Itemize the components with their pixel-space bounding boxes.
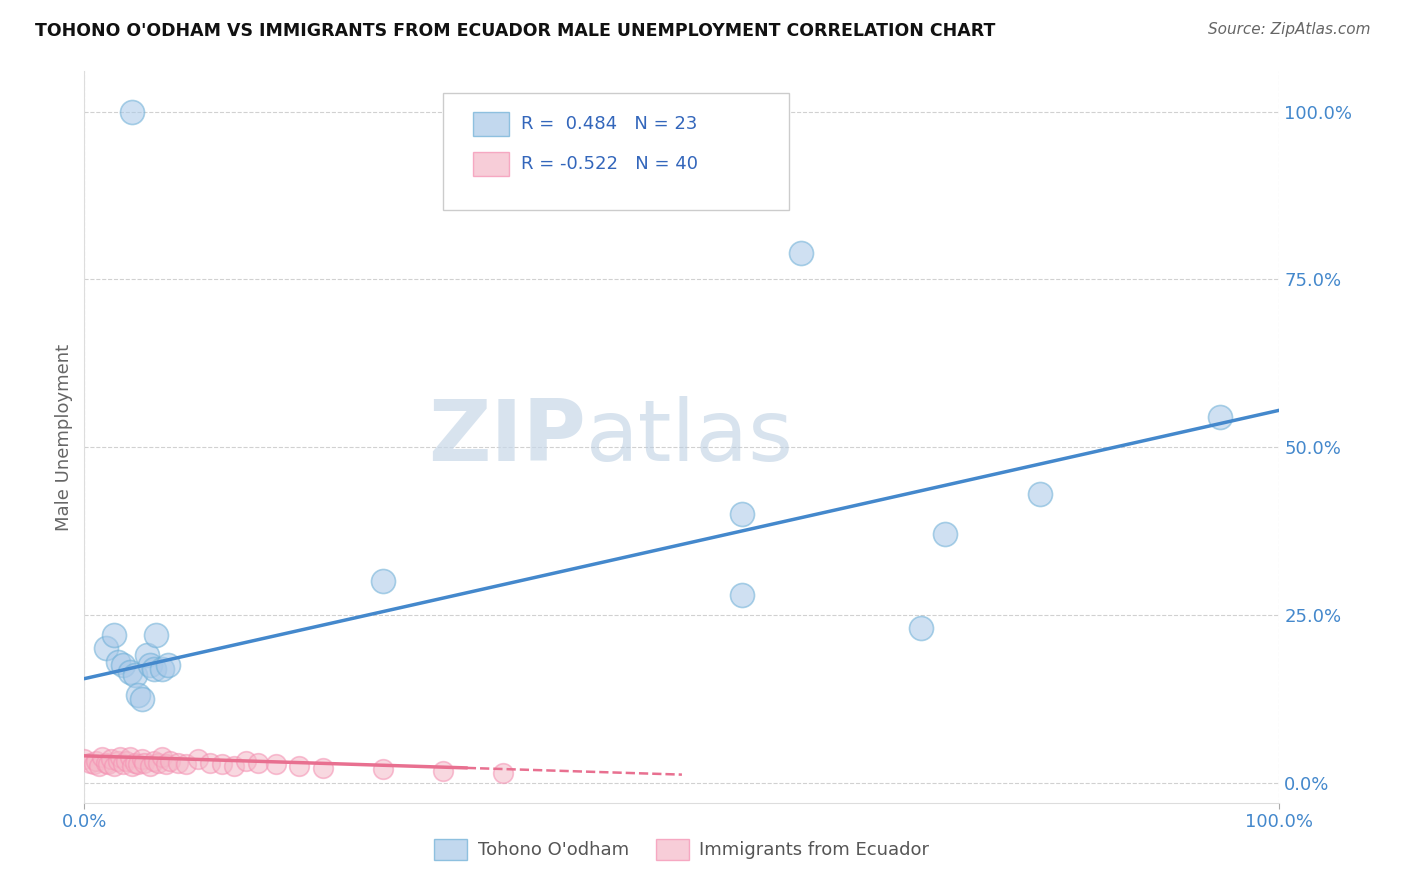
Point xyxy=(131,752,153,766)
Legend: Tohono O'odham, Immigrants from Ecuador: Tohono O'odham, Immigrants from Ecuador xyxy=(427,831,936,867)
Text: R = -0.522   N = 40: R = -0.522 N = 40 xyxy=(520,155,697,173)
Point xyxy=(73,752,96,766)
Point xyxy=(1209,409,1232,424)
Point xyxy=(97,756,120,771)
Point xyxy=(148,756,170,770)
Text: ZIP: ZIP xyxy=(429,395,586,479)
Point xyxy=(155,756,177,771)
Point xyxy=(150,750,173,764)
Text: TOHONO O'ODHAM VS IMMIGRANTS FROM ECUADOR MALE UNEMPLOYMENT CORRELATION CHART: TOHONO O'ODHAM VS IMMIGRANTS FROM ECUADO… xyxy=(35,22,995,40)
Point xyxy=(103,759,125,773)
Point xyxy=(111,756,134,771)
Point xyxy=(127,756,149,771)
Point xyxy=(157,658,180,673)
Point xyxy=(94,756,117,770)
Point xyxy=(790,245,813,260)
Point xyxy=(492,765,515,780)
Point xyxy=(103,628,125,642)
Point xyxy=(110,750,132,764)
Point xyxy=(124,668,146,682)
Point xyxy=(139,759,162,773)
Point xyxy=(87,759,110,773)
Point xyxy=(432,764,454,778)
FancyBboxPatch shape xyxy=(472,152,509,176)
Point xyxy=(86,754,108,768)
Point xyxy=(174,756,197,771)
Point xyxy=(124,756,146,770)
Point xyxy=(121,104,143,119)
Point xyxy=(187,752,209,766)
Point xyxy=(145,628,167,642)
Point xyxy=(107,754,129,768)
Point xyxy=(131,691,153,706)
Point xyxy=(142,754,165,768)
Point xyxy=(118,665,141,679)
Point xyxy=(94,641,117,656)
Point xyxy=(910,621,932,635)
Point xyxy=(222,759,245,773)
Point xyxy=(373,762,395,776)
Point xyxy=(198,756,221,770)
Point xyxy=(132,756,156,770)
Point xyxy=(127,689,149,703)
Point xyxy=(139,658,162,673)
Text: R =  0.484   N = 23: R = 0.484 N = 23 xyxy=(520,115,697,133)
Text: atlas: atlas xyxy=(586,395,794,479)
Point xyxy=(211,756,233,771)
Point xyxy=(731,508,754,522)
Y-axis label: Male Unemployment: Male Unemployment xyxy=(55,343,73,531)
Point xyxy=(264,756,287,771)
Point xyxy=(83,756,105,771)
Point xyxy=(934,527,956,541)
Point xyxy=(142,662,165,676)
Point xyxy=(235,754,257,768)
Point xyxy=(1029,487,1052,501)
Point xyxy=(246,756,269,770)
Point xyxy=(312,761,335,775)
Point xyxy=(166,756,188,770)
Point xyxy=(135,648,157,662)
Point xyxy=(115,754,138,768)
Point xyxy=(100,752,122,766)
Point xyxy=(107,655,129,669)
Point xyxy=(79,756,101,770)
Point xyxy=(150,662,173,676)
Point xyxy=(91,750,114,764)
Text: Source: ZipAtlas.com: Source: ZipAtlas.com xyxy=(1208,22,1371,37)
FancyBboxPatch shape xyxy=(472,112,509,136)
Point xyxy=(159,754,181,768)
Point xyxy=(121,759,143,773)
Point xyxy=(288,759,311,773)
Point xyxy=(118,750,141,764)
Point xyxy=(111,658,134,673)
FancyBboxPatch shape xyxy=(443,94,790,211)
Point xyxy=(373,574,395,589)
Point xyxy=(731,588,754,602)
